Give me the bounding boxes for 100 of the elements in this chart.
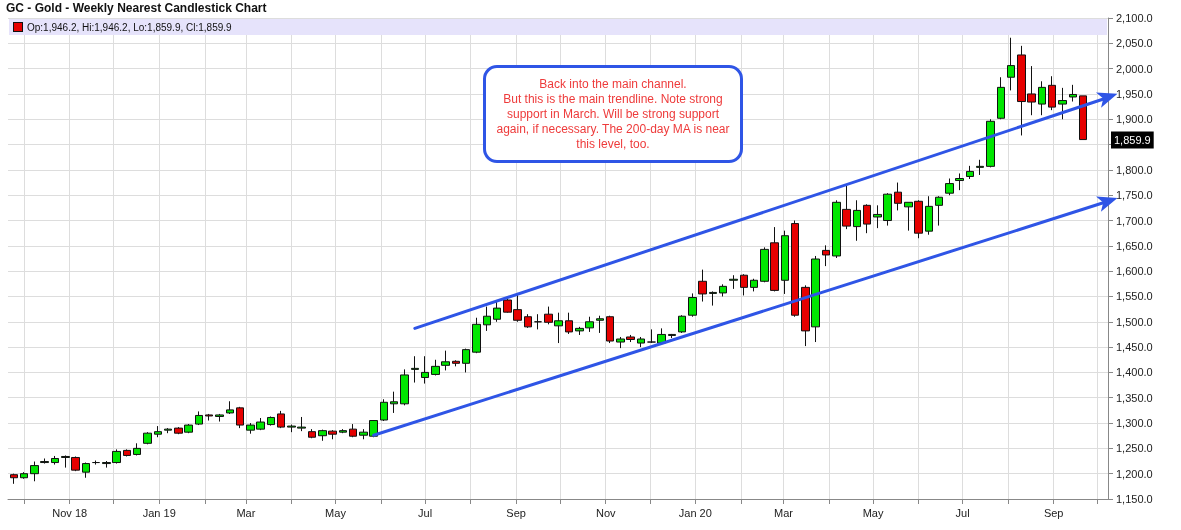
x-tick-label: Nov: [595, 506, 617, 519]
candlestick: [524, 313, 532, 329]
candlestick: [349, 423, 357, 438]
candlestick: [51, 455, 59, 466]
candlestick: [164, 427, 172, 434]
y-tick-label: 1,650.0: [1116, 239, 1153, 252]
annotation: Back into the main channel. But this is the main trendline. Note strong support in March. Will be strong support again, if necessary. The 200-day MA is near this level, too.: [495, 76, 731, 152]
y-tick-label: 1,900.0: [1116, 113, 1153, 126]
candlestick: [472, 317, 481, 354]
candlestick: [719, 283, 727, 297]
candlestick: [688, 292, 697, 318]
candlestick: [740, 273, 748, 296]
candlestick: [1058, 87, 1067, 120]
x-tick-label: Jul: [418, 506, 433, 519]
y-tick-label: 1,400.0: [1116, 366, 1153, 379]
y-tick-label: 1,200.0: [1116, 467, 1153, 480]
candlestick: [986, 118, 995, 168]
candlestick: [925, 195, 933, 236]
candlestick: [853, 199, 861, 242]
x-tick-label: May: [325, 506, 347, 519]
y-tick-label: 1,550.0: [1116, 290, 1153, 303]
x-tick-label: Jan 20: [678, 506, 712, 519]
candlestick: [750, 278, 758, 292]
candlestick: [92, 460, 100, 466]
candlestick: [421, 355, 429, 385]
candlestick: [678, 314, 686, 334]
candlestick: [441, 350, 450, 371]
candlestick: [483, 306, 491, 332]
candlestick: [123, 448, 131, 457]
candlestick: [966, 165, 974, 180]
candlestick: [565, 312, 573, 335]
candlestick: [154, 425, 162, 438]
annotation: Op:1,946.2, Hi:1,946.2, Lo:1,859.9, Cl:1,859.9: [27, 21, 232, 33]
x-tick-label: Sep: [1043, 506, 1064, 519]
candlestick: [20, 471, 28, 480]
y-tick-label: 1,750.0: [1116, 189, 1153, 202]
candlestick: [133, 442, 141, 456]
candlestick: [534, 313, 542, 330]
candlestick: [1038, 80, 1046, 116]
candlestick: [729, 274, 738, 290]
candlestick: [10, 473, 18, 485]
annotation: 1,859.9: [1114, 134, 1151, 147]
y-tick-label: 1,450.0: [1116, 341, 1153, 354]
candlestick: [195, 410, 203, 426]
candlestick: [1007, 37, 1015, 91]
y-tick-label: 1,250.0: [1116, 442, 1153, 455]
x-tick-label: Mar: [236, 506, 256, 519]
y-tick-label: 1,950.0: [1116, 87, 1153, 100]
candlestick: [781, 230, 789, 295]
y-tick-label: 1,150.0: [1116, 493, 1153, 505]
x-tick-label: Nov 18: [52, 506, 88, 519]
candlestick: [40, 457, 49, 465]
chart-title: GC - Gold - Weekly Nearest Candlestick Chart: [6, 1, 267, 15]
candlestick: [30, 461, 39, 482]
candlestick: [606, 315, 614, 344]
candlestick: [215, 413, 224, 423]
candlestick: [976, 159, 984, 176]
candlestick: [935, 195, 943, 227]
candlestick: [637, 336, 645, 348]
x-tick-label: Mar: [773, 506, 794, 519]
candlestick: [452, 359, 460, 367]
candlestick: [493, 300, 501, 323]
y-tick-label: 1,700.0: [1116, 214, 1153, 227]
y-tick-label: 2,050.0: [1116, 37, 1153, 50]
candlestick: [226, 400, 234, 415]
candlestick: [462, 348, 470, 373]
candlestick: [308, 428, 316, 439]
candlestick: [380, 398, 388, 422]
candlestick: [400, 368, 409, 406]
x-tick-label: Jan 19: [142, 506, 176, 519]
candlestick: [1079, 95, 1087, 141]
candlestick: [205, 413, 213, 422]
y-tick-label: 1,800.0: [1116, 163, 1153, 176]
y-tick-label: 1,350.0: [1116, 391, 1153, 404]
candlestick: [822, 244, 830, 267]
x-tick-label: Sep: [506, 506, 526, 519]
candlestick: [997, 76, 1005, 120]
candlestick: [709, 290, 717, 307]
x-tick-label: May: [862, 506, 884, 519]
candlestick: [668, 333, 676, 339]
y-tick-label: 1,300.0: [1116, 417, 1153, 430]
candlestick: [596, 315, 604, 334]
candlestick: [698, 269, 707, 303]
y-tick-label: 2,100.0: [1116, 12, 1153, 24]
candlestick: [1048, 75, 1056, 111]
candlestick: [390, 391, 398, 414]
candlestick: [791, 220, 799, 318]
x-tick-label: Jul: [955, 506, 970, 519]
candlestick: [1069, 84, 1077, 103]
candlestick: [955, 172, 964, 191]
candlestick: [267, 415, 275, 427]
y-tick-label: 1,600.0: [1116, 265, 1153, 278]
candlestick: [894, 182, 902, 211]
candlestick: [277, 410, 285, 429]
y-tick-label: 2,000.0: [1116, 62, 1153, 75]
candlestick: [411, 355, 419, 384]
candlestick: [82, 462, 90, 479]
candlestick: [339, 428, 347, 434]
candlestick: [431, 359, 440, 376]
candlestick: [143, 431, 152, 445]
